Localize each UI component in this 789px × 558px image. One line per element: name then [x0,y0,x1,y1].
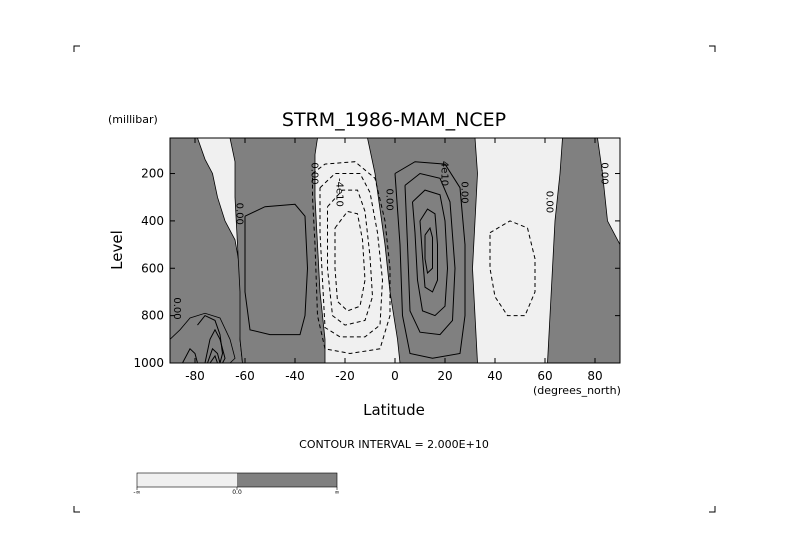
contour-line-6 [394,161,466,359]
contour-label-3: 0.00 [384,188,395,210]
contour-interval-note: CONTOUR INTERVAL = 2.000E+10 [299,438,489,451]
x-unit-label: (degrees_north) [533,384,621,397]
contour-label-2: -4e10 [334,178,345,207]
plot-area: 0.00 0.00 -4e10 0.00 4e10 0.00 0.00 0.00 0.00 -8… [133,137,621,383]
contour-label-6: 0.00 [544,191,555,213]
filled-regions [170,138,620,363]
y-tick-label-1: 400 [141,214,164,228]
x-tick-label-1: -60 [235,369,255,383]
x-axis-label: Latitude [363,401,425,419]
contour-line-8 [412,189,449,317]
contour-labels: 0.00 0.00 -4e10 0.00 4e10 0.00 0.00 0.00 0.00 [171,161,610,320]
contour-line-0 [244,203,309,336]
x-tick-label-2: -40 [285,369,305,383]
contour-line-2 [207,347,221,363]
x-tick-label-0: -80 [185,369,205,383]
contour-line-15 [489,220,536,317]
x-tick-label-5: 20 [437,369,452,383]
region-positive-1 [229,138,326,363]
y-tick-label-0: 200 [141,167,164,181]
contour-label-0: 0.00 [234,203,245,225]
x-tick-label-8: 80 [587,369,602,383]
colorbar-label-zero: 0.0 [232,489,242,496]
contour-line-7 [404,172,456,336]
crop-marks [73,45,716,513]
colorbar-positive-swatch [237,473,337,487]
y-tick-label-3: 800 [141,309,164,323]
contour-label-4: 4e10 [439,161,450,186]
region-positive-0 [170,138,243,363]
contour-label-7: 0.00 [599,162,610,184]
x-tick-label-7: 60 [537,369,552,383]
colorbar-label-max: ∞ [335,489,340,496]
contour-line-4 [182,347,198,363]
contour-line-3 [209,354,218,363]
contour-line-5 [197,314,224,363]
colorbar: -∞ 0.0 ∞ [133,472,340,496]
x-tick-label-6: 40 [487,369,502,383]
contour-label-8: 0.00 [171,297,182,319]
contour-line-14 [334,210,366,312]
contour-line-11 [312,161,391,355]
y-unit-label: (millibar) [108,113,158,126]
y-tick-label-4: 1000 [133,356,164,370]
contour-line-10 [424,226,433,274]
colorbar-label-min: -∞ [133,489,140,496]
contour-lines [182,161,536,363]
x-axis: -80 -60 -40 -20 0 20 40 60 80 [185,138,603,383]
plot-title: STRM_1986-MAM_NCEP [282,109,506,131]
y-axis-label: Level [108,230,126,270]
y-tick-label-2: 600 [141,261,164,275]
contour-line-1 [204,328,226,363]
contour-line-12 [319,173,384,338]
y-axis: 200 400 600 800 1000 [133,167,620,370]
contour-label-1: 0.00 [309,162,320,184]
colorbar-negative-swatch [137,473,237,487]
x-tick-label-3: -20 [335,369,355,383]
x-tick-label-4: 0 [391,369,399,383]
contour-line-9 [419,208,438,293]
contour-label-5: 0.00 [459,181,470,203]
region-positive-3 [547,138,620,363]
